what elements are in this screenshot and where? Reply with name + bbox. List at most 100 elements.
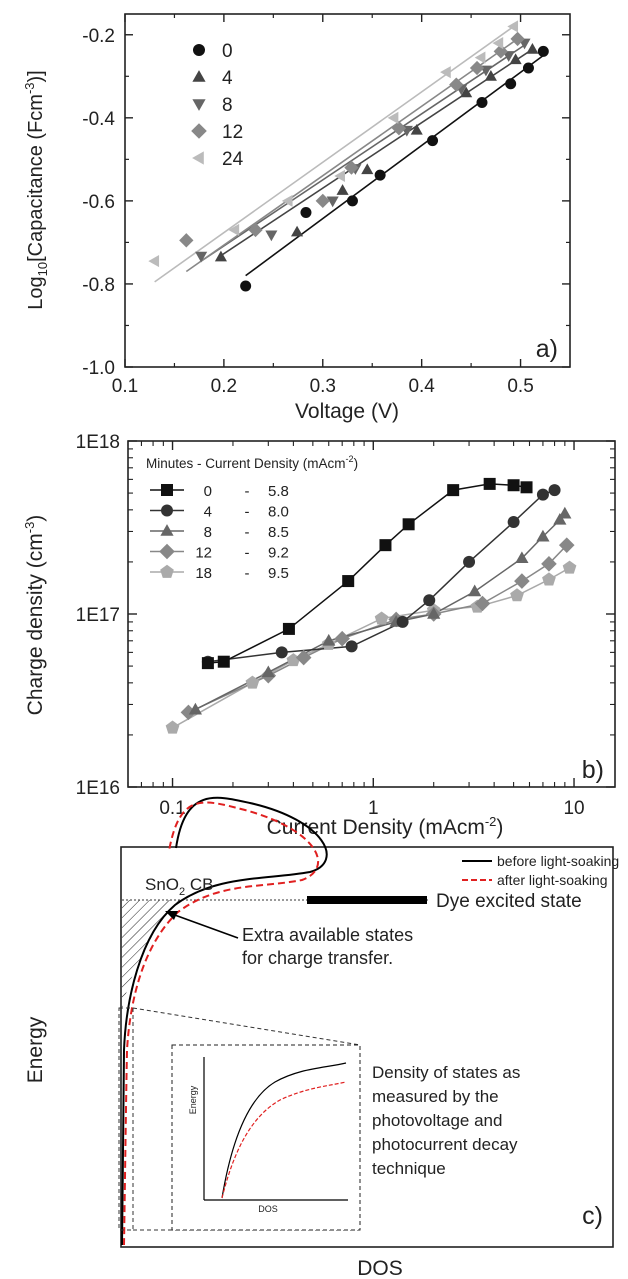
point-18 <box>510 588 524 602</box>
legend-marker-0 <box>161 484 173 496</box>
point-8 <box>188 702 203 715</box>
plot-frame-a <box>124 13 571 368</box>
legend-sep-12: - <box>245 545 250 562</box>
point-4 <box>291 225 304 237</box>
point-0 <box>240 280 252 292</box>
legend-current-8: 8.5 <box>268 524 289 541</box>
point-4 <box>396 615 409 628</box>
legend-marker-4 <box>192 70 206 82</box>
panel-label-b: b) <box>582 756 604 784</box>
legend-minutes-8: 8 <box>204 524 212 541</box>
extra-states-line1: Extra available states <box>242 925 413 945</box>
legend-marker-8 <box>192 99 206 111</box>
point-8 <box>265 230 278 242</box>
point-18 <box>374 611 389 625</box>
point-0 <box>476 96 488 108</box>
point-0 <box>483 477 496 490</box>
legend-label-after: after light-soaking <box>497 872 608 888</box>
point-0 <box>427 135 439 147</box>
point-4 <box>345 640 358 653</box>
point-24 <box>148 255 160 268</box>
point-4 <box>410 123 423 135</box>
point-18 <box>542 572 556 586</box>
point-12 <box>334 630 350 647</box>
point-4 <box>275 646 288 659</box>
point-0 <box>346 195 358 207</box>
measured-line-3: photovoltage and <box>372 1111 502 1130</box>
point-4 <box>214 250 227 262</box>
point-12 <box>558 537 575 553</box>
dos-curve-before <box>121 796 328 1246</box>
fit-line-12 <box>185 38 519 273</box>
legend-minutes-4: 4 <box>204 504 212 521</box>
point-24 <box>334 169 345 183</box>
legend-current-0: 5.8 <box>268 483 289 500</box>
legend-minutes-12: 12 <box>195 545 212 562</box>
point-8 <box>553 512 567 525</box>
point-4 <box>484 69 497 81</box>
legend-marker-18 <box>160 564 174 578</box>
legend-minutes-18: 18 <box>195 565 212 582</box>
legend-marker-24 <box>192 151 204 165</box>
y-tick-label-a: -0.6 <box>82 192 115 213</box>
point-8 <box>468 584 482 597</box>
point-0 <box>300 207 312 219</box>
x-axis-label-c: DOS <box>357 1257 403 1279</box>
point-18 <box>165 720 180 734</box>
point-4 <box>336 184 349 195</box>
point-8 <box>326 196 339 208</box>
y-axis-label-a: Log10[Capacitance (Fcm-3)] <box>22 70 50 309</box>
series-line-12 <box>188 544 568 714</box>
point-0 <box>520 481 533 494</box>
y-tick-label-b: 1E16 <box>76 778 120 799</box>
legend-a: 0 4 8 12 24 <box>191 41 244 170</box>
point-12 <box>474 595 491 612</box>
point-4 <box>536 488 549 501</box>
y-axis-label-c: Energy <box>24 1016 47 1083</box>
x-tick-label-b: 1 <box>368 798 379 819</box>
point-8 <box>515 551 529 564</box>
x-tick-label-a: 0.3 <box>310 376 336 397</box>
inset-curve-after <box>221 1081 347 1199</box>
point-12 <box>514 573 530 589</box>
panel-c: Energy DOS before light-soaking after li… <box>24 796 619 1279</box>
point-0 <box>447 484 460 497</box>
inset-y-label: Energy <box>188 1085 198 1114</box>
point-24 <box>507 20 519 33</box>
point-18 <box>286 653 301 667</box>
legend-marker-12 <box>191 123 207 139</box>
y-tick-label-a: -0.4 <box>82 109 115 130</box>
point-12 <box>344 160 359 175</box>
legend-marker-0 <box>193 44 205 56</box>
fit-lines-a <box>154 25 544 283</box>
point-4 <box>548 484 561 497</box>
legend-current-18: 9.5 <box>268 565 289 582</box>
point-24 <box>228 223 240 237</box>
measured-line-5: technique <box>372 1159 446 1178</box>
zoom-box <box>118 1007 134 1231</box>
point-24 <box>492 37 504 50</box>
y-tick-label-a: -0.8 <box>82 275 115 296</box>
point-4 <box>361 163 374 175</box>
legend-label-before: before light-soaking <box>497 853 619 869</box>
y-tick-label-b: 1E18 <box>76 432 120 453</box>
point-4 <box>526 42 539 54</box>
legend-label-24: 24 <box>222 149 244 170</box>
point-12 <box>469 60 485 76</box>
point-12 <box>179 233 194 248</box>
arrow-head <box>165 911 178 920</box>
measured-line-4: photocurrent decay <box>372 1135 518 1154</box>
legend-label-12: 12 <box>222 122 243 143</box>
point-12 <box>391 121 407 136</box>
point-4 <box>460 86 473 98</box>
legend-sep-8: - <box>245 524 250 541</box>
point-18 <box>562 560 577 574</box>
point-8 <box>536 529 550 542</box>
point-0 <box>201 657 214 670</box>
x-tick-label-a: 0.2 <box>211 376 237 397</box>
panel-b: 0.1 1 10 1E16 1E17 1E18 0 - 5.8 4 - 8.0 8 - 8.5 12 - 9.2… <box>22 432 616 839</box>
point-8 <box>261 665 275 678</box>
point-24 <box>440 66 451 79</box>
points-b <box>165 477 577 734</box>
point-12 <box>541 556 557 572</box>
